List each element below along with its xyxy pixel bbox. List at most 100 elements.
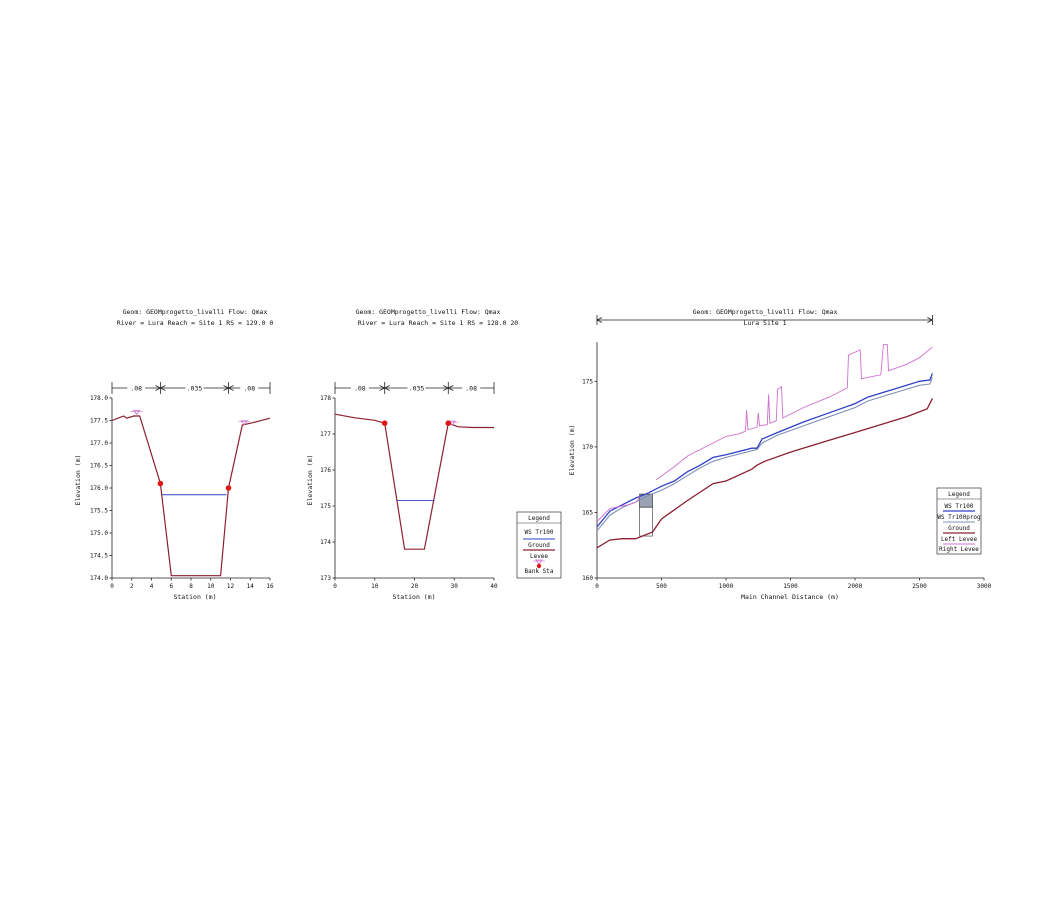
c1-ytick-label: 177.0 [90, 440, 108, 447]
chart1-ground-line [111, 415, 271, 577]
legend1-item-bank: Bank Sta [525, 568, 554, 575]
chart1-title-line2: River = Lura Reach = Site 1 RS = 129.0 0 [117, 319, 274, 327]
c1-manning-arrow [223, 385, 234, 391]
chart2-bank-stations [381, 420, 452, 427]
legend2-item-leftlevee: Left Levee [941, 536, 978, 543]
c2-ytick-label: 173 [320, 575, 331, 582]
c1-levee-marker [240, 420, 249, 426]
c2-bank-station [381, 420, 388, 427]
c2-ytick-label: 176 [320, 467, 331, 474]
c2-bank-station [445, 420, 452, 427]
chart1-title-line1: Geom: GEOMprogetto_livelli Flow: Qmax [123, 308, 268, 316]
c3-xtick-label: 2500 [912, 583, 927, 590]
c2-manning-arrow [379, 385, 390, 391]
c1-xtick-label: 4 [150, 583, 154, 590]
c3-xtick-label: 500 [656, 583, 667, 590]
c3-xtick-label: 0 [595, 583, 599, 590]
chart1-ylabel: Elevation (m) [74, 455, 82, 506]
c2-xtick-label: 10 [371, 583, 379, 590]
chart2-axes [334, 398, 494, 579]
cross-section-chart-1: Geom: GEOMprogetto_livelli Flow: Qmax Ri… [74, 308, 274, 601]
c1-xtick-label: 12 [227, 583, 235, 590]
c3-xtick-label: 1000 [719, 583, 734, 590]
c1-bank-station [157, 480, 164, 487]
chart3-ticks: 0 500 1000 1500 2000 2500 3000 160 165 170 175 [582, 378, 991, 590]
chart3-ws-tr100-line [596, 373, 934, 528]
c1-ytick-label: 174.5 [90, 553, 108, 560]
legend-cross-sections: Legend WS Tr100 Ground Levee Bank Sta [516, 511, 562, 579]
c1-ytick-label: 174.0 [90, 575, 108, 582]
chart3-structure [639, 493, 653, 537]
c1-xtick-label: 16 [266, 583, 274, 590]
c1-manning-arrow [155, 385, 166, 391]
c3-xtick-label: 2000 [848, 583, 863, 590]
chart2-title-line2: River = Lura Reach = Site 1 RS = 128.0 2… [358, 319, 519, 327]
c2-manning-arrow [443, 385, 454, 391]
c2-xtick-label: 0 [333, 583, 337, 590]
c3-ytick-label: 165 [582, 509, 593, 516]
c2-xtick-label: 40 [490, 583, 498, 590]
c2-manning-label: .08 [354, 385, 366, 393]
c1-manning-label: .035 [187, 385, 203, 393]
chart1-levee-markers [130, 410, 251, 426]
chart3-xlabel: Main Channel Distance (m) [741, 593, 839, 601]
cross-section-chart-2: Geom: GEOMprogetto_livelli Flow: Qmax Ri… [306, 308, 518, 601]
chart3-ylabel: Elevation (m) [568, 425, 576, 476]
chart2-ticks: 0 10 20 30 40 173 174 175 176 177 178 [320, 395, 498, 590]
c3-ytick-label: 175 [582, 378, 593, 385]
c1-ytick-label: 176.0 [90, 485, 108, 492]
c1-manning-label: .08 [243, 385, 255, 393]
c3-ytick-label: 170 [582, 444, 593, 451]
c1-ytick-label: 175.0 [90, 530, 108, 537]
c3-structure-opening [639, 506, 653, 537]
legend2-title: Legend [948, 491, 970, 498]
chart1-axes [111, 398, 270, 579]
chart2-manning-bar: .08 .035 .08 [334, 382, 495, 394]
legend1-item-ws: WS Tr100 [525, 529, 554, 536]
chart3-right-levee-line [656, 344, 933, 481]
legend1-swatch-bank [536, 563, 542, 569]
c1-levee-marker [132, 410, 141, 416]
c1-xtick-label: 0 [110, 583, 114, 590]
legend2-item-ws: WS Tr100 [945, 503, 974, 510]
legend1-item-levee: Levee [530, 553, 548, 560]
chart1-xlabel: Station (m) [173, 593, 216, 601]
c2-manning-label: .035 [409, 385, 425, 393]
chart3-left-levee-line [596, 495, 641, 522]
chart3-title-line1: Geom: GEOMprogetto_livelli Flow: Qmax [693, 308, 838, 316]
chart3-reach-bar [596, 315, 934, 331]
chart1-bank-stations [157, 480, 232, 491]
legend-profile: Legend WS Tr100 WS Tr100prog Ground Left… [936, 487, 982, 555]
c2-manning-label: .08 [465, 385, 477, 393]
c1-xtick-label: 2 [130, 583, 134, 590]
legend2-item-rightlevee: Right Levee [939, 546, 979, 553]
legend2-item-wsprog: WS Tr100prog [937, 514, 981, 521]
chart2-xlabel: Station (m) [392, 593, 435, 601]
chart2-title-line1: Geom: GEOMprogetto_livelli Flow: Qmax [356, 308, 501, 316]
c1-ytick-label: 176.5 [90, 463, 108, 470]
c2-xtick-label: 20 [411, 583, 419, 590]
c2-ytick-label: 174 [320, 539, 331, 546]
chart1-ticks: 0 2 4 6 8 10 12 14 16 174.0 174.5 175.0 175.5 176.0 17… [90, 395, 274, 590]
chart1-manning-bar: .08 .035 .08 [111, 382, 271, 394]
profile-chart: Geom: GEOMprogetto_livelli Flow: Qmax Lu… [568, 308, 992, 601]
chart2-ylabel: Elevation (m) [306, 455, 314, 506]
c3-ytick-label: 160 [582, 575, 593, 582]
c3-xtick-label: 3000 [977, 583, 992, 590]
chart3-ground-line [596, 398, 933, 549]
c2-ytick-label: 178 [320, 395, 331, 402]
c2-ytick-label: 175 [320, 503, 331, 510]
c1-xtick-label: 14 [247, 583, 255, 590]
legend1-item-ground: Ground [528, 542, 550, 549]
legend1-levee-marker [535, 559, 543, 565]
chart3-ws-tr100prog-line [596, 377, 933, 532]
chart2-ground-line [334, 413, 494, 550]
legend1-swatch-levee [533, 559, 545, 565]
c1-bank-station [225, 485, 232, 491]
chart3-title-line2: Lura Site 1 [743, 319, 786, 327]
c1-ytick-label: 177.5 [90, 418, 108, 425]
legend1-bank-dot [536, 563, 542, 569]
legend2-item-ground: Ground [948, 525, 970, 532]
c1-xtick-label: 8 [189, 583, 193, 590]
